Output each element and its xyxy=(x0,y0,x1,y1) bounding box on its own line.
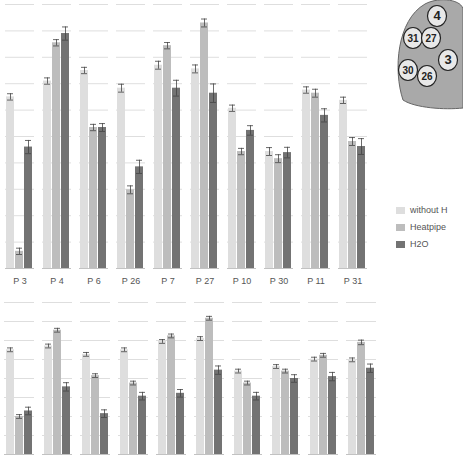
svg-text:P 4: P 4 xyxy=(50,276,63,286)
svg-text:27: 27 xyxy=(425,33,437,44)
svg-text:P 7: P 7 xyxy=(161,276,174,286)
svg-text:30: 30 xyxy=(402,65,414,76)
svg-text:4: 4 xyxy=(433,8,441,23)
svg-text:26: 26 xyxy=(421,71,433,82)
svg-text:P 6: P 6 xyxy=(87,276,100,286)
svg-text:P 10: P 10 xyxy=(233,276,251,286)
svg-text:P 31: P 31 xyxy=(344,276,362,286)
svg-text:P 11: P 11 xyxy=(307,276,325,286)
html-text:H2O: H2O xyxy=(410,239,429,249)
svg-text:31: 31 xyxy=(407,33,419,44)
svg-text:3: 3 xyxy=(444,52,451,67)
svg-text:P 27: P 27 xyxy=(196,276,214,286)
svg-text:P 26: P 26 xyxy=(122,276,140,286)
svg-text:P 3: P 3 xyxy=(13,276,26,286)
svg-text:P 30: P 30 xyxy=(270,276,288,286)
html-text:without H: without H xyxy=(410,205,448,215)
html-text:Heatpipe: Heatpipe xyxy=(410,222,446,232)
